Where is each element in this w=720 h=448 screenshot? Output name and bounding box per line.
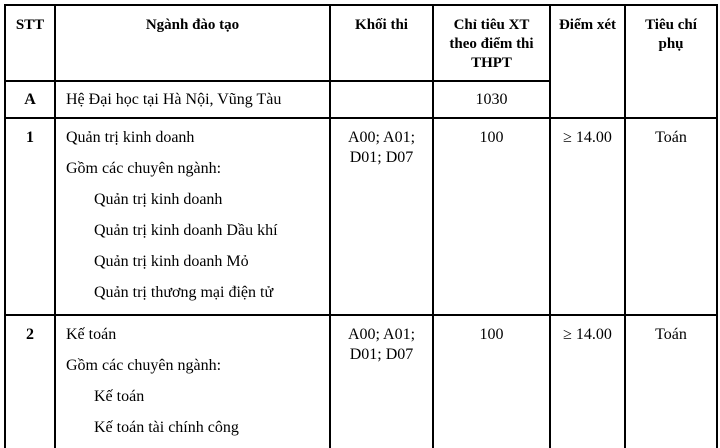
row-2-stt: 2: [4, 314, 56, 448]
row-a-chi-tieu: 1030: [432, 80, 551, 119]
table-row-1: 1 Quản trị kinh doanh Gồm các chuyên ngà…: [4, 117, 718, 316]
row-a-stt: A: [4, 80, 56, 119]
header-cell-diem-xet: Điểm xét: [549, 4, 626, 119]
admissions-table: STT Ngành đào tạo Khối thi Chỉ tiêu XT t…: [4, 4, 718, 448]
row-2-diem-xet: ≥ 14.00: [549, 314, 626, 448]
header-cell-chi-tieu: Chỉ tiêu XT theo điểm thi THPT: [432, 4, 551, 82]
header-cell-tieu-chi-phu: Tiêu chí phụ: [624, 4, 718, 119]
specialization-item: Quản trị thương mại điện tử: [94, 284, 274, 301]
row-1-diem-xet: ≥ 14.00: [549, 117, 626, 316]
table-row-a: A Hệ Đại học tại Hà Nội, Vũng Tàu 1030: [4, 80, 717, 119]
specialization-item: Kế toán tài chính công: [94, 419, 239, 436]
major-note: Gồm các chuyên ngành:: [66, 160, 222, 177]
table-header-row: STT Ngành đào tạo Khối thi Chỉ tiêu XT t…: [4, 4, 718, 119]
major-name: Quản trị kinh doanh: [66, 129, 195, 146]
row-1-nganh: Quản trị kinh doanh Gồm các chuyên ngành…: [54, 117, 331, 316]
row-1-khoi-thi: A00; A01; D01; D07: [329, 117, 434, 316]
specialization-item: Quản trị kinh doanh: [94, 191, 223, 208]
row-1-tieu-chi-phu: Toán: [624, 117, 718, 316]
row-2-chi-tieu: 100: [432, 314, 551, 448]
row-2-khoi-thi: A00; A01; D01; D07: [329, 314, 434, 448]
table-row-2: 2 Kế toán Gồm các chuyên ngành: Kế toán …: [4, 314, 718, 448]
row-1-stt: 1: [4, 117, 56, 316]
header-cell-nganh-dao-tao: Ngành đào tạo: [54, 4, 331, 82]
header-cell-khoi-thi: Khối thi: [329, 4, 434, 82]
major-name: Kế toán: [66, 326, 117, 343]
specialization-item: Quản trị kinh doanh Mỏ: [94, 253, 249, 270]
row-2-tieu-chi-phu: Toán: [624, 314, 718, 448]
specialization-item: Quản trị kinh doanh Dầu khí: [94, 222, 278, 239]
major-note: Gồm các chuyên ngành:: [66, 357, 222, 374]
header-cell-stt: STT: [4, 4, 56, 82]
row-a-nganh: Hệ Đại học tại Hà Nội, Vũng Tàu: [54, 80, 331, 119]
row-1-chi-tieu: 100: [432, 117, 551, 316]
specialization-item: Kế toán: [94, 388, 145, 405]
row-a-khoi-thi: [329, 80, 434, 119]
row-2-nganh: Kế toán Gồm các chuyên ngành: Kế toán Kế…: [54, 314, 331, 448]
